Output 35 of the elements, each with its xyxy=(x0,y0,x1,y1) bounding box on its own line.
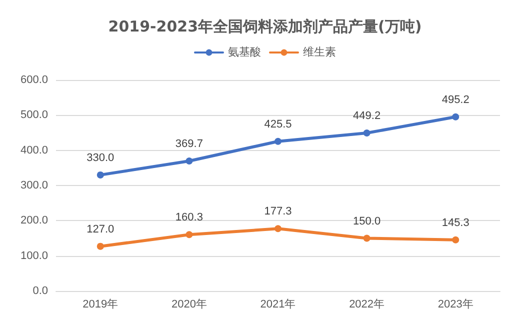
data-label: 160.3 xyxy=(175,212,203,224)
point xyxy=(363,130,370,137)
point xyxy=(452,236,460,244)
data-label: 369.7 xyxy=(175,138,203,150)
y-tick-label: 600.0 xyxy=(20,74,48,86)
data-label: 449.2 xyxy=(353,110,381,122)
y-tick-label: 500.0 xyxy=(20,109,48,122)
x-tick-label: 2022年 xyxy=(349,298,385,310)
y-tick-label: 100.0 xyxy=(20,250,48,262)
data-label: 127.0 xyxy=(86,223,114,236)
point xyxy=(186,157,193,164)
point xyxy=(186,231,193,238)
legend-label: 维生素 xyxy=(303,46,336,58)
y-tick-label: 300.0 xyxy=(20,180,48,192)
x-tick-label: 2020年 xyxy=(171,298,207,310)
point xyxy=(363,234,370,242)
x-tick-label: 2023年 xyxy=(438,298,474,310)
point xyxy=(96,242,104,250)
chart-title: 2019-2023年全国饲料添加剂产品产量(万吨) xyxy=(108,18,422,36)
data-label: 150.0 xyxy=(353,215,381,228)
legend-label: 氨基酸 xyxy=(228,46,261,58)
point xyxy=(96,171,104,178)
data-label: 177.3 xyxy=(264,206,292,218)
point xyxy=(274,225,282,232)
data-label: 495.2 xyxy=(442,94,470,106)
y-tick-label: 400.0 xyxy=(20,144,48,156)
x-tick-label: 2021年 xyxy=(260,298,296,310)
data-label: 330.0 xyxy=(86,152,114,164)
y-tick-label: 200.0 xyxy=(20,214,48,227)
data-label: 145.3 xyxy=(442,216,470,229)
point xyxy=(274,138,282,145)
point xyxy=(452,113,460,120)
x-tick-label: 2019年 xyxy=(82,298,118,310)
y-tick-label: 0.0 xyxy=(32,285,48,297)
data-label: 425.5 xyxy=(264,118,292,130)
